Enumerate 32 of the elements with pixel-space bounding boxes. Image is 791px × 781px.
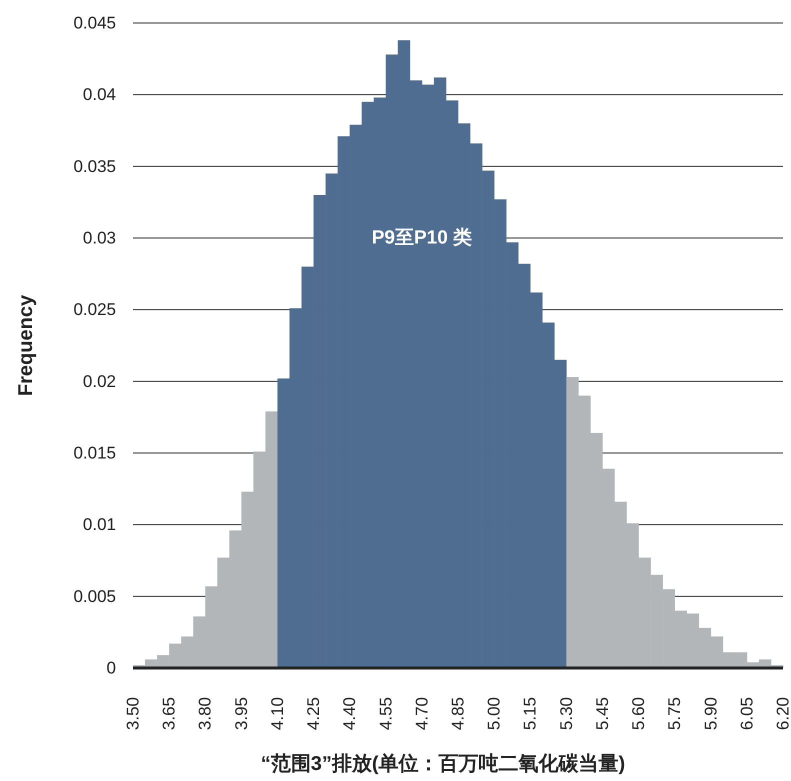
y-tick-label: 0.045: [73, 14, 116, 32]
x-tick-label: 5.30: [556, 697, 576, 730]
x-tick-label: 4.55: [376, 697, 396, 730]
y-tick-label: 0.035: [73, 156, 116, 176]
y-tick-label: 0: [106, 658, 116, 678]
y-tick-label: 0.03: [82, 228, 116, 248]
x-tick-label: 3.80: [196, 697, 215, 730]
y-tick-label: 0.01: [82, 515, 116, 534]
x-tick-label: 5.75: [665, 697, 684, 730]
y-tick-label: 0.025: [73, 300, 116, 320]
y-tick-label: 0.015: [73, 444, 116, 462]
x-tick-label: 3.50: [124, 697, 142, 730]
x-tick-label: 5.45: [592, 697, 612, 730]
x-tick-label: 4.40: [340, 697, 360, 730]
x-tick-label: 5.00: [484, 697, 504, 730]
x-tick-label: 4.25: [304, 697, 324, 730]
annotation: P9至P10 类: [372, 226, 472, 248]
x-axis-title: “范围3”排放(单位：百万吨二氧化碳当量): [260, 752, 626, 775]
x-tick-label: 5.90: [701, 697, 720, 730]
x-tick-label: 6.05: [737, 697, 756, 730]
y-tick-label: 0.005: [73, 586, 116, 606]
y-tick-label: 0.04: [82, 85, 116, 104]
x-tick-label: 6.20: [774, 697, 791, 730]
y-tick-label: 0.02: [82, 372, 116, 391]
x-tick-label: 3.65: [160, 697, 179, 730]
x-tick-label: 4.85: [448, 697, 468, 730]
x-tick-label: 5.15: [520, 697, 540, 730]
x-tick-label: 4.70: [412, 697, 432, 730]
x-tick-label: 3.95: [232, 697, 251, 730]
x-tick-label: 4.10: [268, 697, 287, 730]
x-tick-label: 5.60: [629, 697, 648, 730]
y-axis-title: Frequency: [15, 294, 37, 396]
